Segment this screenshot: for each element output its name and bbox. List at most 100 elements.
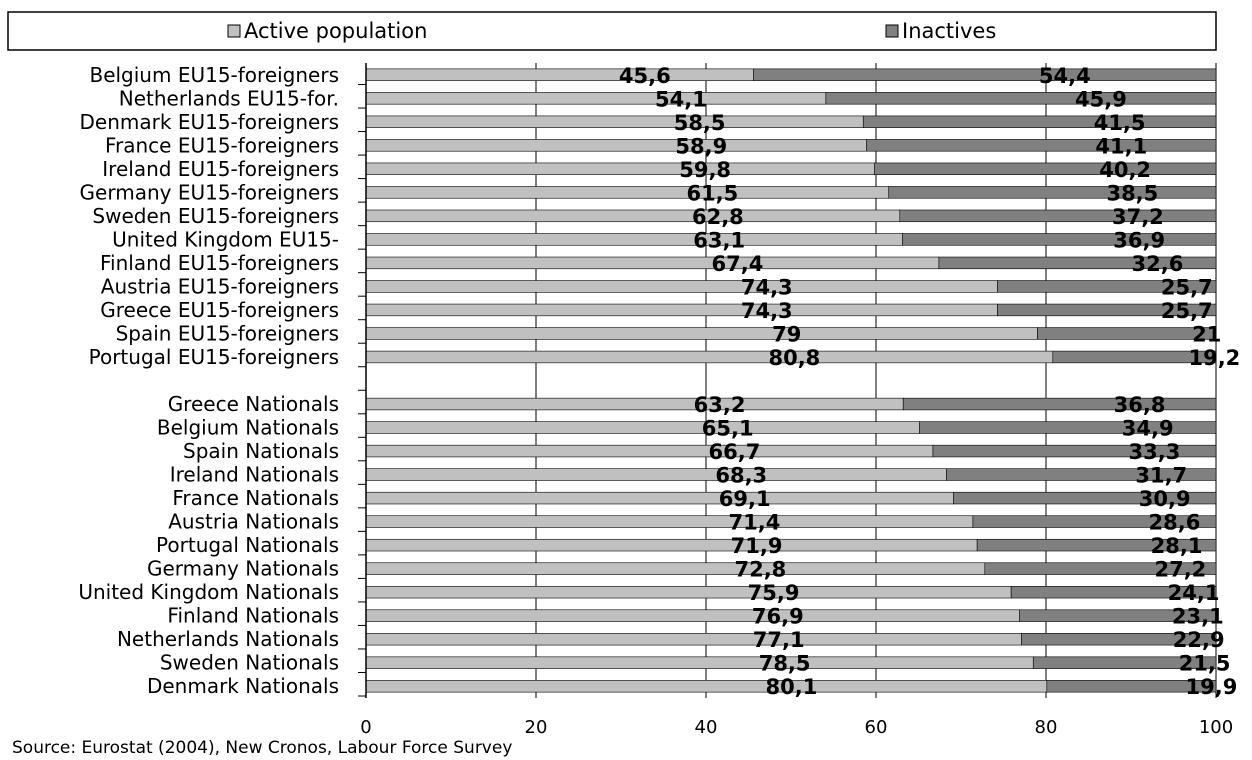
- bar-active: [365, 444, 934, 458]
- data-label-active: 71,9: [731, 534, 783, 558]
- bar-inactives: [873, 162, 1217, 176]
- category-label: Austria EU15-foreigners: [101, 274, 339, 298]
- data-label-active: 65,1: [702, 417, 754, 441]
- data-label-active: 78,5: [759, 652, 811, 676]
- data-label-active: 66,7: [709, 440, 761, 464]
- x-tick-label: 40: [695, 717, 718, 738]
- data-label-inactives: 19,9: [1186, 675, 1238, 699]
- bar-active: [365, 233, 903, 246]
- x-tick-label: 0: [360, 717, 371, 738]
- bar-inactives: [866, 139, 1217, 152]
- category-label: United Kingdom EU15-: [112, 227, 339, 251]
- bar-inactives: [1019, 609, 1217, 622]
- bar-active: [365, 491, 954, 505]
- data-label-inactives: 25,7: [1161, 275, 1213, 299]
- data-label-inactives: 40,2: [1099, 158, 1151, 182]
- data-label-inactives: 30,9: [1139, 487, 1191, 511]
- data-label-inactives: 23,1: [1172, 605, 1224, 629]
- bar-inactives: [976, 538, 1217, 552]
- bar-inactives: [932, 444, 1217, 458]
- data-label-inactives: 33,3: [1129, 440, 1181, 464]
- data-label-active: 58,9: [675, 134, 727, 158]
- bar-inactives: [919, 421, 1217, 434]
- data-label-active: 80,1: [766, 675, 818, 699]
- legend-swatch-inactives: [885, 24, 899, 38]
- x-axis: 0 20 40 60 80 100: [358, 63, 1233, 738]
- data-label-inactives: 32,6: [1132, 252, 1184, 276]
- data-label-active: 74,3: [741, 275, 793, 299]
- bar-active: [365, 397, 904, 411]
- bar-inactives: [862, 115, 1217, 128]
- data-label-inactives: 36,9: [1113, 228, 1165, 252]
- bar-inactives: [984, 562, 1217, 575]
- bar-active: [365, 350, 1054, 364]
- bar-active: [365, 68, 754, 81]
- data-label-active: 63,1: [693, 228, 745, 252]
- legend: Active population Inactives: [7, 11, 1217, 51]
- legend-swatch-active: [227, 24, 241, 38]
- category-label: Sweden Nationals: [160, 651, 339, 675]
- data-label-inactives: 25,7: [1161, 299, 1213, 323]
- data-label-inactives: 28,6: [1149, 511, 1201, 535]
- bar-inactives: [972, 515, 1217, 528]
- data-label-active: 67,4: [712, 252, 764, 276]
- category-label: Ireland EU15-foreigners: [102, 157, 339, 181]
- source-note: Source: Eurostat (2004), New Cronos, Lab…: [12, 738, 512, 758]
- bar-active: [365, 209, 901, 223]
- bar-inactives: [825, 92, 1217, 105]
- data-label-active: 77,1: [753, 628, 805, 652]
- data-label-inactives: 45,9: [1075, 87, 1127, 111]
- category-label: Ireland Nationals: [170, 463, 339, 487]
- bar-inactives: [997, 280, 1217, 293]
- x-tick-label: 100: [1199, 717, 1233, 738]
- data-label-inactives: 21: [1192, 322, 1221, 346]
- data-label-inactives: 28,1: [1151, 534, 1203, 558]
- bar-active: [365, 609, 1020, 622]
- bar-inactives: [1010, 585, 1217, 599]
- category-label: Netherlands Nationals: [117, 627, 339, 651]
- data-labels: 45,6 54,4 54,1 45,9 58,5 41,5 58,9 41,1 59,8 40,2…: [619, 64, 1240, 699]
- bar-inactives: [888, 186, 1217, 199]
- bar-inactives: [1032, 656, 1217, 669]
- bar-active: [365, 515, 974, 528]
- category-label: Netherlands EU15-for.: [119, 86, 339, 110]
- data-label-active: 75,9: [748, 581, 800, 605]
- data-label-inactives: 41,5: [1094, 111, 1146, 135]
- category-label: Austria Nationals: [168, 510, 339, 534]
- bar-active: [365, 280, 998, 293]
- data-label-active: 71,4: [729, 511, 781, 535]
- category-label: Greece Nationals: [168, 392, 339, 416]
- bar-active: [365, 562, 986, 575]
- x-tick-label: 60: [865, 717, 888, 738]
- bar-inactives: [902, 233, 1217, 246]
- category-label: France EU15-foreigners: [105, 133, 339, 157]
- bar-inactives: [1046, 680, 1217, 693]
- category-label: Germany Nationals: [147, 557, 339, 581]
- data-label-active: 63,2: [694, 393, 746, 417]
- category-label: Portugal EU15-foreigners: [89, 345, 339, 369]
- data-label-active: 54,1: [655, 87, 707, 111]
- bar-active: [365, 186, 890, 199]
- data-label-inactives: 38,5: [1106, 181, 1158, 205]
- category-label: Greece EU15-foreigners: [100, 298, 339, 322]
- category-label: Denmark EU15-foreigners: [80, 110, 339, 134]
- x-tick-label: 20: [525, 717, 548, 738]
- data-label-active: 74,3: [741, 299, 793, 323]
- data-label-active: 61,5: [686, 181, 738, 205]
- bar-active: [365, 115, 864, 128]
- bar-active: [365, 680, 1048, 693]
- bar-active: [365, 303, 998, 317]
- data-label-inactives: 27,2: [1154, 558, 1206, 582]
- bar-active: [365, 139, 867, 152]
- data-label-active: 59,8: [679, 158, 731, 182]
- bar-active: [365, 468, 947, 481]
- bar-active: [365, 421, 920, 434]
- data-label-active: 76,9: [752, 605, 804, 629]
- data-label-inactives: 41,1: [1095, 134, 1147, 158]
- category-label: Portugal Nationals: [156, 533, 339, 557]
- bar-inactives: [1037, 327, 1217, 340]
- category-label: Germany EU15-foreigners: [80, 180, 339, 204]
- bar-inactives: [997, 303, 1217, 317]
- bars: [365, 68, 1217, 693]
